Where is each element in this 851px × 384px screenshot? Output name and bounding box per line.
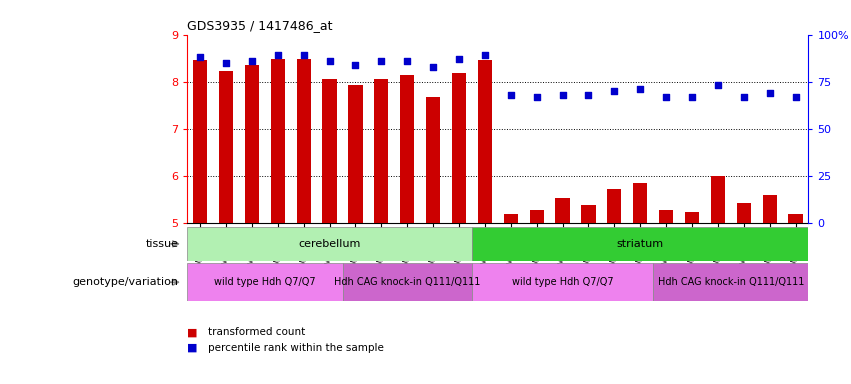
Point bbox=[452, 56, 465, 62]
Bar bbox=[400, 76, 414, 223]
Point bbox=[711, 82, 725, 88]
Point bbox=[193, 54, 207, 60]
Bar bbox=[477, 60, 492, 223]
Text: tissue: tissue bbox=[146, 239, 179, 249]
Point bbox=[789, 94, 802, 100]
Bar bbox=[187, 227, 472, 261]
Text: wild type Hdh Q7/Q7: wild type Hdh Q7/Q7 bbox=[511, 277, 614, 287]
Bar bbox=[653, 263, 808, 301]
Bar bbox=[504, 214, 518, 223]
Point bbox=[478, 52, 492, 58]
Bar bbox=[711, 176, 725, 223]
Point bbox=[401, 58, 414, 64]
Point bbox=[660, 94, 673, 100]
Point bbox=[349, 61, 363, 68]
Bar bbox=[472, 263, 653, 301]
Text: GDS3935 / 1417486_at: GDS3935 / 1417486_at bbox=[187, 19, 333, 32]
Bar bbox=[581, 205, 596, 223]
Bar bbox=[219, 71, 233, 223]
Bar bbox=[788, 214, 802, 223]
Text: genotype/variation: genotype/variation bbox=[72, 277, 179, 287]
Point bbox=[245, 58, 259, 64]
Bar bbox=[271, 59, 285, 223]
Bar bbox=[608, 189, 621, 223]
Point bbox=[504, 92, 517, 98]
Text: cerebellum: cerebellum bbox=[299, 239, 361, 249]
Point bbox=[737, 94, 751, 100]
Bar bbox=[529, 210, 544, 223]
Point bbox=[374, 58, 388, 64]
Bar bbox=[472, 227, 808, 261]
Bar bbox=[348, 85, 363, 223]
Bar bbox=[187, 263, 342, 301]
Bar bbox=[556, 198, 569, 223]
Point bbox=[220, 60, 233, 66]
Bar bbox=[342, 263, 472, 301]
Text: percentile rank within the sample: percentile rank within the sample bbox=[208, 343, 385, 353]
Point bbox=[685, 94, 699, 100]
Point bbox=[426, 63, 440, 70]
Bar bbox=[633, 183, 648, 223]
Bar bbox=[323, 79, 337, 223]
Point bbox=[581, 92, 595, 98]
Text: ■: ■ bbox=[187, 327, 197, 337]
Bar bbox=[452, 73, 466, 223]
Text: Hdh CAG knock-in Q111/Q111: Hdh CAG knock-in Q111/Q111 bbox=[658, 277, 804, 287]
Bar bbox=[245, 65, 259, 223]
Bar bbox=[737, 203, 751, 223]
Bar bbox=[374, 79, 388, 223]
Text: transformed count: transformed count bbox=[208, 327, 306, 337]
Bar bbox=[685, 212, 699, 223]
Point bbox=[530, 94, 544, 100]
Text: wild type Hdh Q7/Q7: wild type Hdh Q7/Q7 bbox=[214, 277, 316, 287]
Text: Hdh CAG knock-in Q111/Q111: Hdh CAG knock-in Q111/Q111 bbox=[334, 277, 481, 287]
Bar bbox=[193, 60, 208, 223]
Point bbox=[323, 58, 336, 64]
Point bbox=[271, 52, 284, 58]
Bar bbox=[659, 210, 673, 223]
Text: ■: ■ bbox=[187, 343, 197, 353]
Bar bbox=[426, 97, 440, 223]
Text: striatum: striatum bbox=[617, 239, 664, 249]
Point bbox=[608, 88, 621, 94]
Point bbox=[633, 86, 647, 92]
Bar bbox=[297, 59, 311, 223]
Point bbox=[556, 92, 569, 98]
Point bbox=[762, 90, 776, 96]
Bar bbox=[762, 195, 777, 223]
Point bbox=[297, 52, 311, 58]
